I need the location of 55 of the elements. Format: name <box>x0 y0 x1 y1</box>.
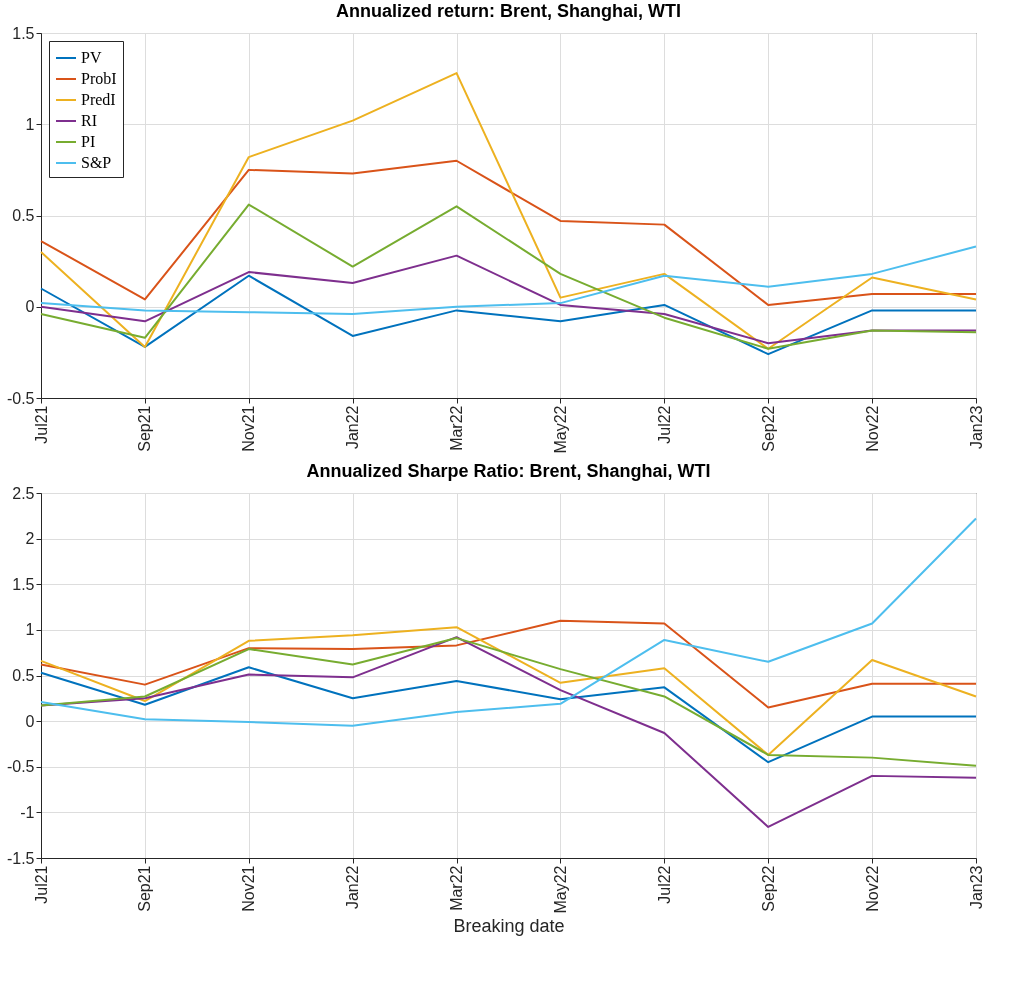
x-tick-label: Jan22 <box>344 865 362 910</box>
line-series <box>40 636 977 828</box>
y-tick-label: -0.5 <box>6 758 35 776</box>
line-series <box>40 245 977 316</box>
chart-title: Annualized Sharpe Ratio: Brent, Shanghai, WTI <box>306 461 711 481</box>
y-tick-label: 1 <box>25 115 35 133</box>
legend-label: PI <box>81 133 96 150</box>
x-tick-label: Nov21 <box>240 865 258 912</box>
y-tick-label: 2 <box>25 530 35 548</box>
legend-label: PV <box>81 49 102 66</box>
x-tick-label: Jul22 <box>655 865 673 904</box>
y-tick-label: 0 <box>25 298 35 316</box>
y-tick-label: 2.5 <box>12 484 35 502</box>
legend-label: PredI <box>81 91 116 108</box>
y-tick-label: 0.5 <box>12 207 35 224</box>
legend-label: RI <box>81 112 97 129</box>
x-tick-label: Jul21 <box>32 865 50 904</box>
x-tick-label: Jan22 <box>344 405 362 450</box>
line-series <box>40 254 977 345</box>
x-tick-label: Mar22 <box>448 405 466 451</box>
y-tick-label: 1 <box>25 621 35 639</box>
x-tick-label: Jan23 <box>967 865 985 910</box>
line-series <box>40 72 977 350</box>
legend-label: S&P <box>81 154 112 171</box>
line-series <box>40 626 977 756</box>
line-series <box>40 203 977 350</box>
x-tick-label: Sep22 <box>759 865 777 912</box>
x-tick-label: Nov22 <box>863 865 881 912</box>
y-tick-label: -1 <box>20 803 35 821</box>
line-series <box>40 274 977 356</box>
x-tick-label: Jul22 <box>655 405 673 444</box>
line-series <box>40 517 977 727</box>
y-tick-label: 0 <box>25 712 35 730</box>
x-tick-label: Jul21 <box>32 405 50 444</box>
x-tick-label: Nov21 <box>240 405 258 452</box>
line-series <box>40 666 977 764</box>
y-tick-label: -0.5 <box>6 389 35 407</box>
x-tick-label: May22 <box>551 405 569 454</box>
y-tick-label: 1.5 <box>12 24 35 42</box>
legend-label: ProbI <box>81 70 117 87</box>
line-series <box>40 159 977 306</box>
y-tick-label: -1.5 <box>6 849 35 867</box>
x-tick-label: Jan23 <box>967 405 985 450</box>
x-tick-label: Sep22 <box>759 405 777 452</box>
y-tick-label: 1.5 <box>12 575 35 593</box>
x-tick-label: Mar22 <box>448 865 466 911</box>
line-series <box>40 619 977 709</box>
x-tick-label: Sep21 <box>136 865 154 912</box>
x-tick-label: May22 <box>551 865 569 914</box>
chart-title: Annualized return: Brent, Shanghai, WTI <box>335 1 682 21</box>
x-tick-label: Sep21 <box>136 405 154 452</box>
line-series <box>40 637 977 767</box>
x-tick-label: Nov22 <box>863 405 881 452</box>
y-tick-label: 0.5 <box>12 667 35 684</box>
x-axis-title: Breaking date <box>453 915 565 936</box>
